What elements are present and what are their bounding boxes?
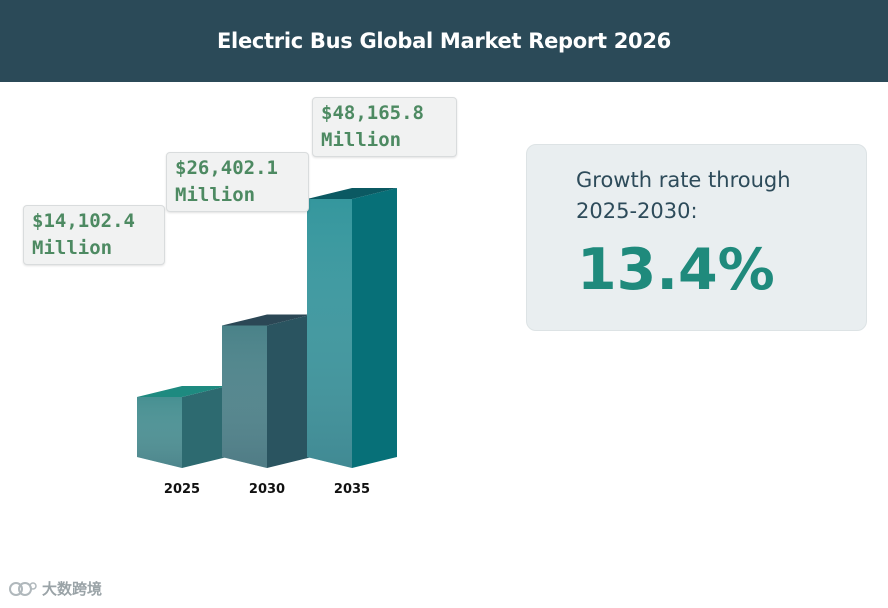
bar-front-shade xyxy=(137,397,182,468)
growth-rate-card: Growth rate through 2025-2030: 13.4% xyxy=(526,144,867,331)
value-label-unit: Million xyxy=(321,129,402,151)
watermark-text: 大数跨境 xyxy=(42,580,103,598)
bar-top-face xyxy=(222,314,312,326)
growth-rate-label: Growth rate through 2025-2030: xyxy=(576,168,791,223)
watermark-logo-icon xyxy=(9,581,37,596)
bar-side-face xyxy=(352,188,397,468)
x-tick-label: 2035 xyxy=(334,482,370,497)
report-header: Electric Bus Global Market Report 2026 xyxy=(0,0,888,82)
value-callout-2025: $14,102.4 Million xyxy=(23,205,165,265)
bar-2030 xyxy=(222,314,312,468)
bars-layer xyxy=(137,188,397,468)
bar-2025 xyxy=(137,386,227,468)
bar-side-face xyxy=(182,386,227,468)
bar-front-shade xyxy=(307,199,352,468)
bar-chart: 2025 2030 2035 xyxy=(137,188,397,497)
value-label-unit: Million xyxy=(32,237,113,259)
bar-top-face xyxy=(307,188,397,199)
report-title: Electric Bus Global Market Report 2026 xyxy=(217,29,671,53)
x-axis-ticks: 2025 2030 2035 xyxy=(164,482,370,497)
x-tick-label: 2030 xyxy=(249,482,285,497)
bar-top-face xyxy=(137,386,227,398)
value-callout-2030: $26,402.1 Million xyxy=(166,152,309,212)
growth-rate-value: 13.4% xyxy=(577,237,775,303)
value-label-amount: $14,102.4 xyxy=(32,210,135,232)
watermark: 大数跨境 xyxy=(8,578,102,599)
bar-front-shade xyxy=(222,325,267,468)
value-label-amount: $26,402.1 xyxy=(175,157,278,179)
value-label-amount: $48,165.8 xyxy=(321,102,424,124)
bar-side-face xyxy=(267,314,312,468)
bar-2035 xyxy=(307,188,397,468)
x-tick-label: 2025 xyxy=(164,482,200,497)
value-callout-2035: $48,165.8 Million xyxy=(312,97,457,157)
value-label-unit: Million xyxy=(175,184,256,206)
